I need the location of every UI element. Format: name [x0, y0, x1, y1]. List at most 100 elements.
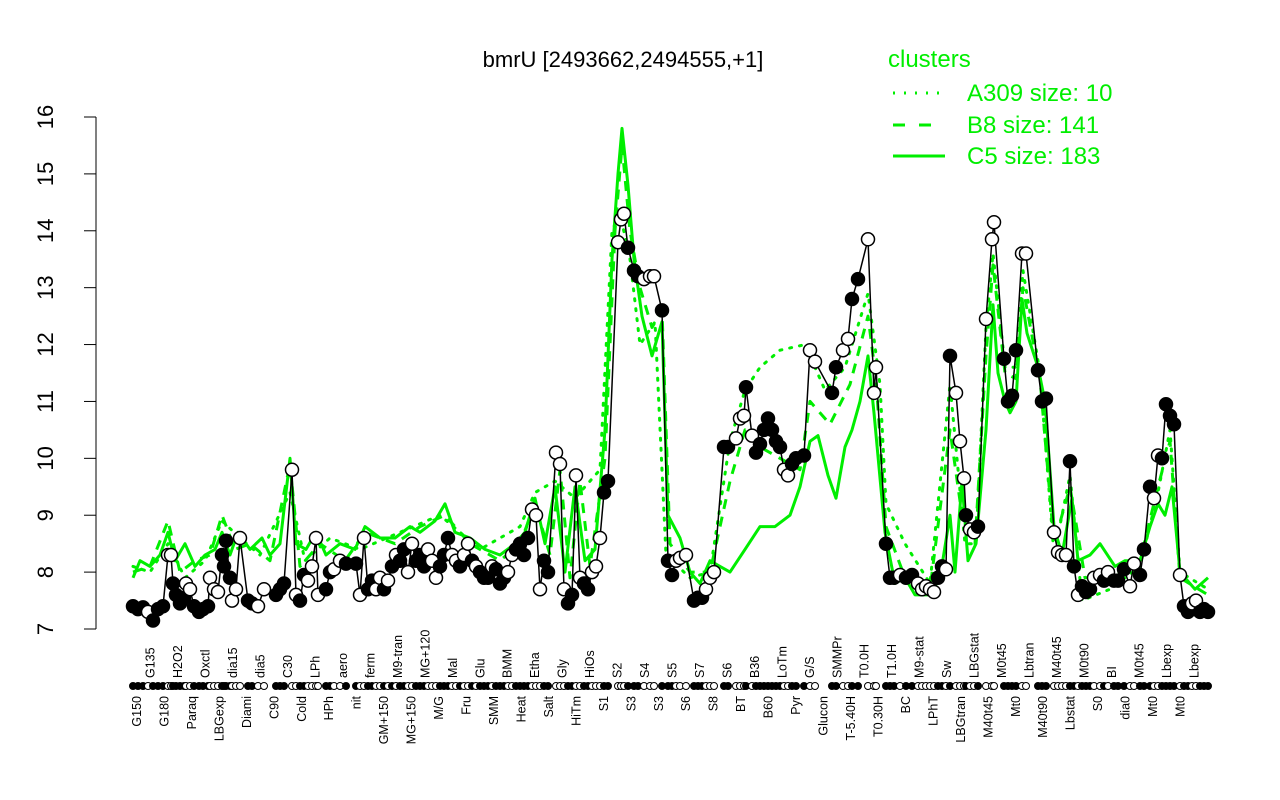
- x-tick-label: T0.30H: [872, 696, 886, 737]
- expression-line: [125, 206, 1216, 628]
- data-point: [728, 431, 744, 446]
- legend-entry-c5: C5 size: 183: [967, 143, 1100, 170]
- rug-point: [604, 682, 612, 690]
- x-tick-label: SMMPr: [830, 636, 844, 678]
- x-tick-label: dia0: [1119, 696, 1133, 720]
- data-point: [1146, 490, 1162, 506]
- data-point: [210, 584, 226, 600]
- rug-point: [854, 682, 862, 690]
- x-tick-label: C30: [281, 655, 295, 678]
- rug-point: [260, 682, 268, 690]
- data-point: [200, 598, 216, 614]
- x-tick-label: S8: [707, 696, 721, 711]
- data-point: [1062, 453, 1078, 469]
- x-tick-label: S5: [666, 663, 680, 678]
- data-point: [308, 530, 324, 546]
- data-point: [528, 507, 544, 523]
- data-point: [926, 584, 942, 600]
- data-point: [1126, 556, 1142, 571]
- data-point: [592, 530, 608, 546]
- x-tick-label: S0: [1091, 696, 1105, 711]
- x-tick-label: Fru: [460, 696, 474, 715]
- rug-point: [832, 682, 840, 690]
- data-point: [1018, 246, 1034, 261]
- data-point: [1172, 567, 1188, 583]
- data-point: [1004, 388, 1020, 404]
- x-tick-label: MG+120: [418, 630, 432, 678]
- x-tick-label: BI: [1105, 666, 1119, 678]
- data-point: [860, 232, 876, 247]
- data-point: [952, 434, 968, 449]
- data-point: [752, 436, 768, 452]
- data-point: [958, 507, 974, 523]
- data-point: [1038, 391, 1054, 406]
- data-point: [1136, 542, 1152, 557]
- data-point: [292, 593, 308, 608]
- x-tick-label: G150: [130, 696, 144, 727]
- x-tick-label: LPh: [309, 656, 323, 678]
- rug-point: [650, 682, 658, 690]
- x-tick-label: M0t45: [1132, 643, 1146, 678]
- data-point: [620, 240, 636, 256]
- data-point: [938, 562, 954, 577]
- rug-point: [974, 682, 982, 690]
- data-point: [956, 470, 972, 486]
- y-tick-label: 16: [33, 105, 58, 129]
- rug-point: [280, 682, 288, 690]
- y-tick-label: 11: [33, 390, 58, 413]
- x-axis-labels: G135 H2O2 Oxctl dia15 dia5 C30 LPh aero ferm M9-t…: [130, 630, 1201, 745]
- x-tick-label: S3: [652, 696, 666, 711]
- y-tick-label: 9: [33, 509, 58, 521]
- data-point: [736, 408, 752, 423]
- x-tick-label: Heat: [515, 695, 529, 722]
- data-point: [796, 448, 812, 463]
- x-tick-label: Sw: [940, 660, 954, 678]
- data-point: [1008, 342, 1024, 358]
- x-tick-label: Lbexp: [1160, 644, 1174, 678]
- data-point: [304, 559, 320, 574]
- y-tick-label: 8: [33, 566, 58, 578]
- data-point: [664, 567, 680, 583]
- data-point: [678, 547, 694, 563]
- x-tick-label: S7: [693, 663, 707, 678]
- x-tick-label: BMM: [501, 649, 515, 678]
- x-tick-label: MG+150: [405, 696, 419, 744]
- data-point: [318, 581, 334, 597]
- rug-point: [236, 682, 244, 690]
- x-tick-label: T0.0H: [858, 644, 872, 678]
- x-tick-label: LPhT: [926, 696, 940, 726]
- x-tick-label: S2: [611, 663, 625, 678]
- data-point: [440, 530, 456, 546]
- x-tick-label: LBGstat: [968, 632, 982, 678]
- chart-title: bmrU [2493662,2494555,+1]: [483, 47, 764, 72]
- data-point: [1030, 362, 1046, 378]
- rug-point: [1204, 682, 1212, 690]
- x-tick-label: B60: [762, 696, 776, 718]
- x-tick-label: ferm: [363, 653, 377, 678]
- x-tick-label: SMM: [487, 696, 501, 725]
- x-tick-label: Cold: [295, 696, 309, 722]
- data-point: [807, 354, 823, 369]
- x-tick-label: GM+150: [377, 696, 391, 744]
- x-tick-label: Mt0: [1146, 696, 1160, 717]
- data-point: [500, 564, 516, 580]
- x-tick-label: Glucon: [817, 696, 831, 736]
- data-point: [1132, 567, 1148, 583]
- data-point: [970, 519, 986, 534]
- x-tick-label: S6: [720, 663, 734, 678]
- x-tick-label: nit: [350, 695, 364, 709]
- data-point: [228, 581, 244, 597]
- data-point: [356, 530, 372, 546]
- data-point: [155, 598, 171, 614]
- legend: clusters A309 size: 10 B8 size: 141 C5 s…: [888, 46, 1112, 170]
- data-point: [844, 291, 860, 307]
- data-point: [866, 385, 882, 401]
- data-point: [380, 573, 396, 588]
- x-tick-label: S1: [597, 696, 611, 711]
- x-tick-label: T1.0H: [885, 644, 899, 678]
- x-tick-label: Lbstat: [1064, 695, 1078, 730]
- rug-point: [990, 682, 998, 690]
- rug-point: [682, 682, 690, 690]
- x-tick-label: M9-tran: [391, 635, 405, 678]
- x-tick-label: HiTm: [569, 696, 583, 726]
